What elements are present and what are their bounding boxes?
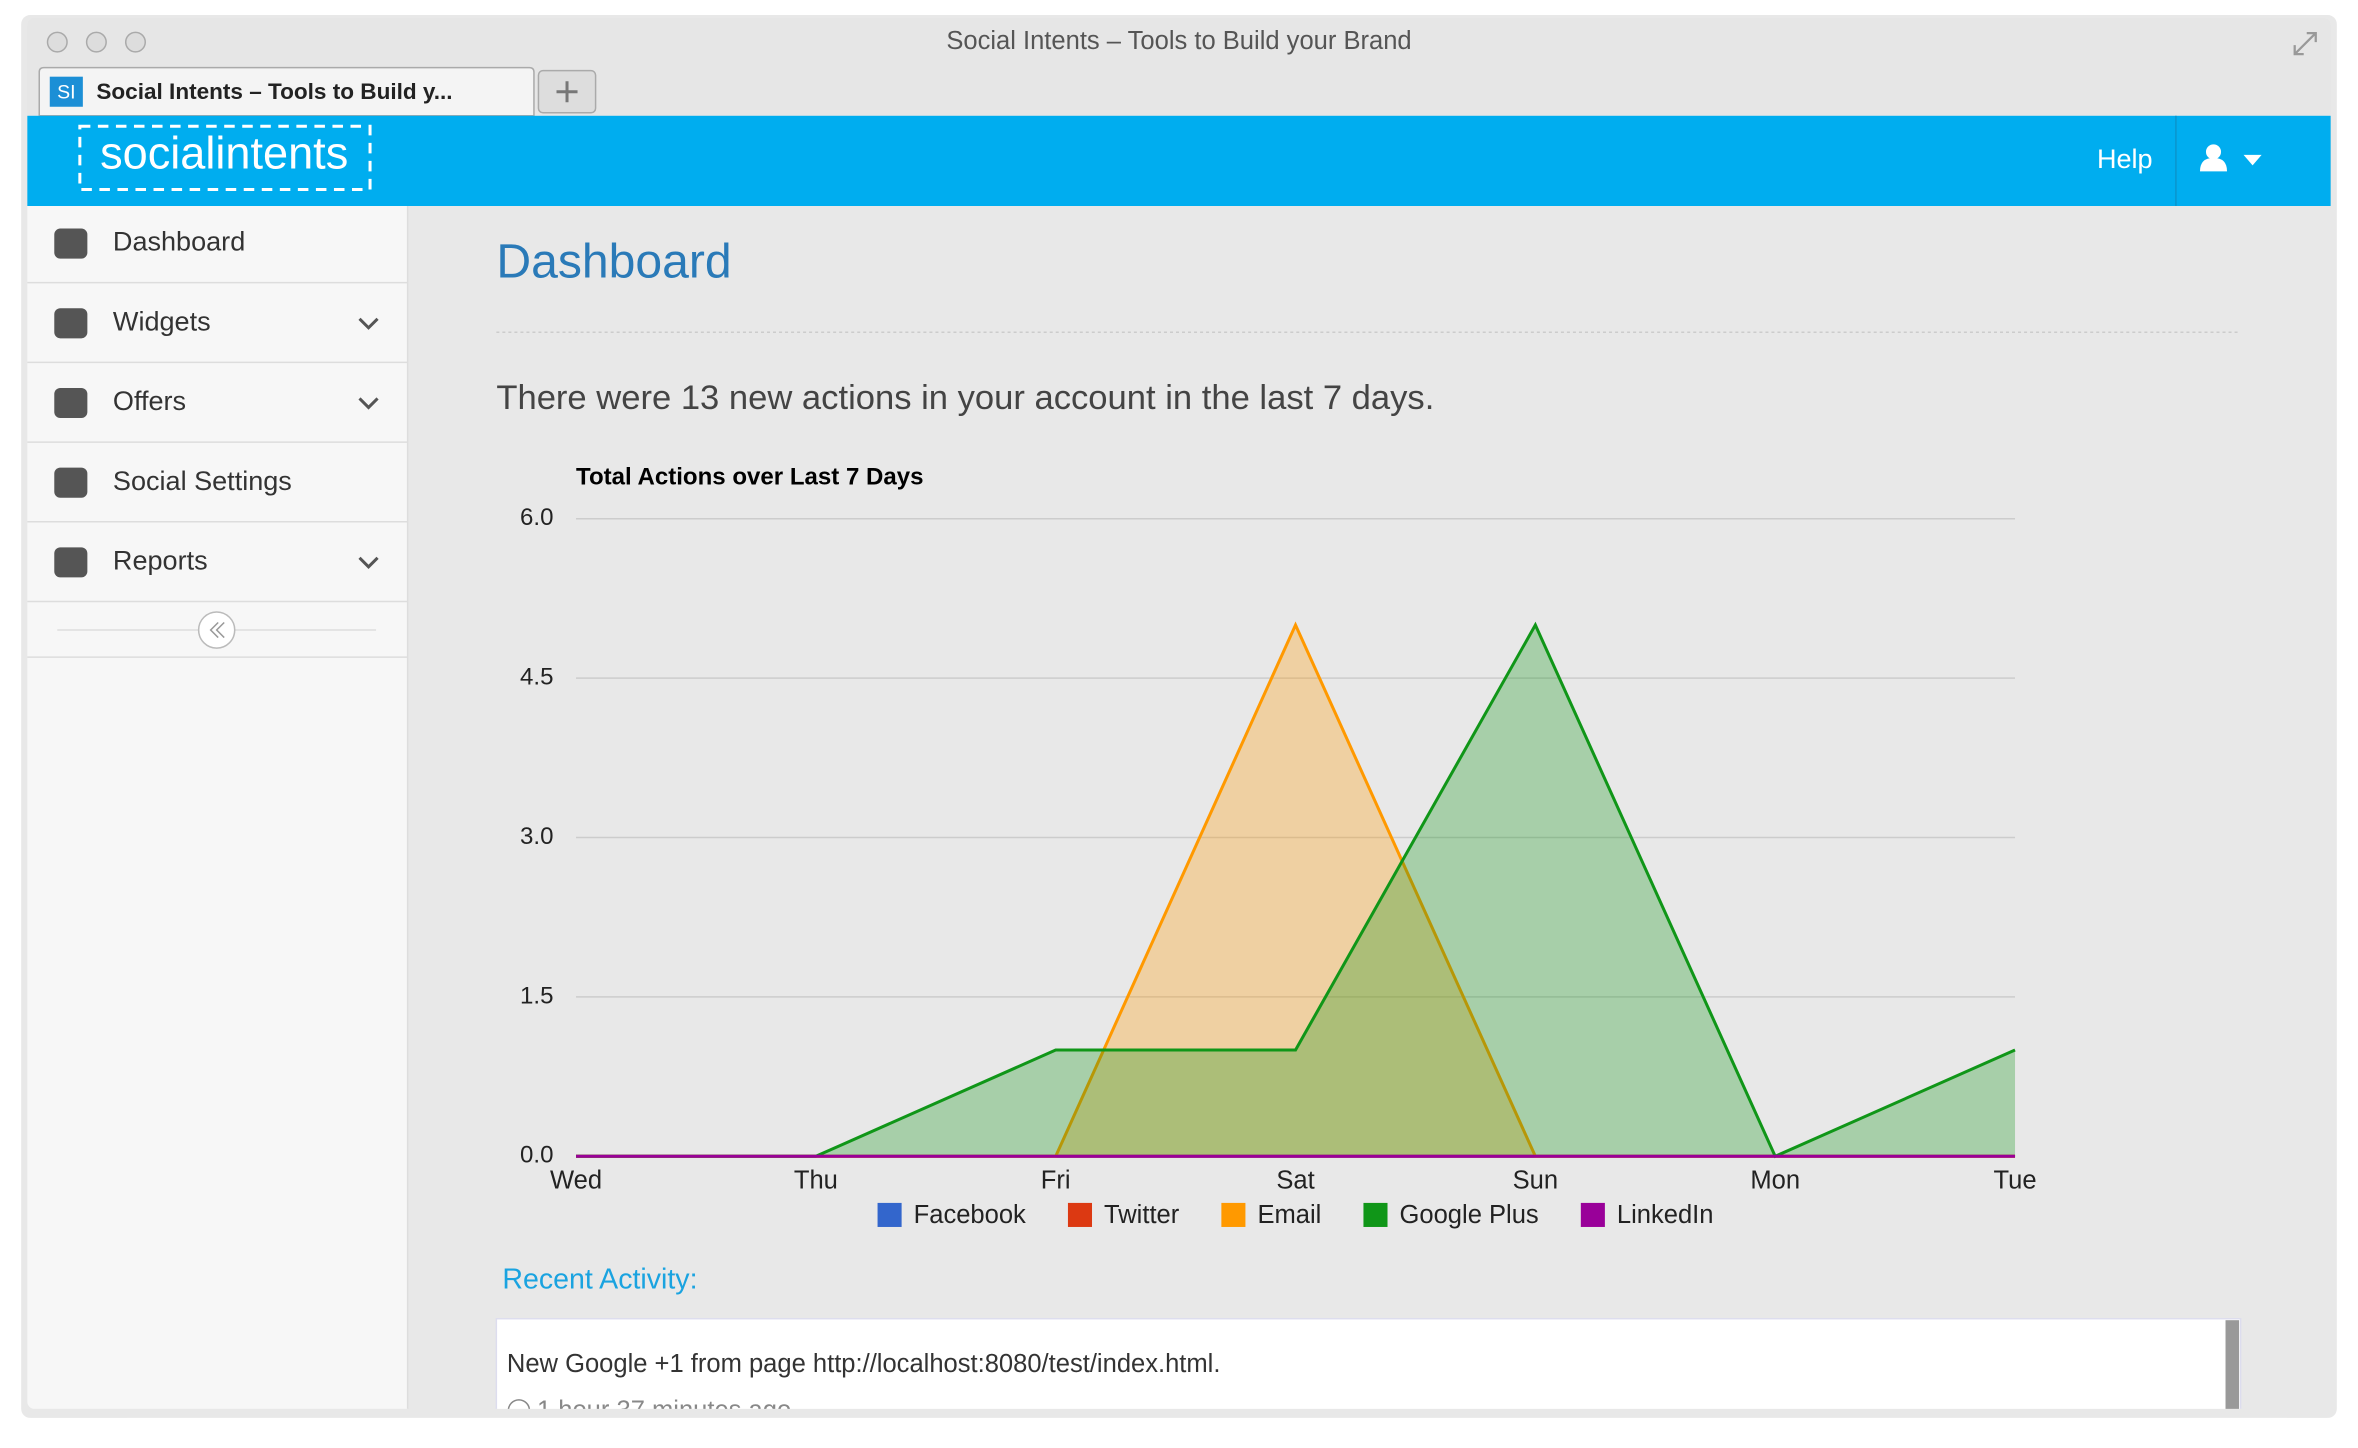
area-fill	[576, 625, 2016, 1157]
window-title: Social Intents – Tools to Build your Bra…	[946, 27, 1411, 55]
scrollbar[interactable]	[2225, 1320, 2240, 1410]
tab-title[interactable]: Social Intents – Tools to Build y...	[96, 79, 452, 104]
y-tick-label: 4.5	[520, 663, 553, 690]
y-tick-label: 6.0	[520, 504, 553, 531]
summary: There were 13 new actions in your accoun…	[496, 379, 1434, 417]
legend-swatch	[1580, 1202, 1605, 1227]
sidebar-label: Social Settings	[113, 466, 292, 496]
x-tick-label: Fri	[1041, 1167, 1071, 1195]
zoom-button[interactable]	[124, 31, 147, 53]
sidebar-label: Reports	[113, 545, 208, 575]
fullscreen-button[interactable]	[2293, 31, 2317, 56]
x-tick-label: Mon	[1750, 1167, 1800, 1195]
sidebar-item[interactable]: Reports	[27, 545, 408, 603]
chevron	[358, 556, 379, 569]
sidebar-icon	[54, 228, 88, 259]
clock-icon	[507, 1399, 531, 1409]
sidebar-label: Dashboard	[113, 227, 245, 257]
activity-time: 1 hour 37 minutes ago	[537, 1397, 791, 1425]
help-link[interactable]: Help	[2097, 144, 2153, 174]
x-tick-label: Sun	[1513, 1167, 1558, 1195]
window-shadow	[21, 15, 2337, 1418]
legend: Facebook Twitter Email Google Plus LinkedIn	[877, 1201, 1714, 1229]
sidebar	[27, 205, 408, 1409]
logo-frame	[78, 124, 372, 191]
close-button[interactable]	[46, 31, 68, 53]
chevron	[358, 397, 379, 410]
activity-text: New Google +1 from page http://localhost…	[507, 1350, 1221, 1378]
logo[interactable]: socialintents	[100, 127, 348, 178]
legend-label: Google Plus	[1400, 1201, 1539, 1229]
legend-swatch	[1067, 1202, 1093, 1227]
sidebar-item[interactable]: Social Settings	[27, 466, 408, 523]
sidebar-label: Widgets	[113, 306, 211, 336]
sidebar-item[interactable]: Dashboard	[27, 227, 408, 284]
sidebar-item[interactable]: Widgets	[27, 306, 408, 364]
legend-label: Email	[1257, 1201, 1321, 1229]
y-tick-label: 0.0	[520, 1142, 553, 1169]
sidebar-item[interactable]: Offers	[27, 386, 408, 443]
y-tick-label: 3.0	[520, 823, 553, 850]
x-tick-label: Sat	[1276, 1167, 1314, 1195]
recent-title: Recent Activity:	[502, 1264, 697, 1296]
legend-swatch	[1221, 1202, 1246, 1227]
sidebar-icon	[54, 387, 88, 419]
legend-swatch	[1363, 1202, 1388, 1227]
minimize-button[interactable]	[85, 31, 107, 53]
page-heading: Dashboard	[496, 234, 731, 288]
chart-title: Total Actions over Last 7 Days	[576, 464, 923, 491]
sidebar-icon	[54, 547, 88, 578]
tab[interactable]	[38, 66, 535, 117]
x-tick-label: Wed	[550, 1167, 602, 1195]
x-tick-label: Thu	[794, 1167, 838, 1195]
plus-icon	[556, 81, 578, 103]
legend-label: LinkedIn	[1617, 1201, 1714, 1229]
activity-box	[495, 1317, 2242, 1409]
legend-label: Twitter	[1104, 1201, 1180, 1229]
y-tick-label: 1.5	[520, 982, 553, 1009]
x-tick-label: Tue	[1993, 1167, 2036, 1195]
sidebar-label: Offers	[113, 386, 186, 416]
sidebar-icon	[54, 308, 88, 339]
collapse-icon	[209, 621, 225, 639]
top-nav	[27, 115, 2331, 206]
tab-icon	[49, 76, 83, 107]
chevron	[358, 317, 379, 330]
tab-icon-text: SI	[57, 81, 75, 103]
user-menu[interactable]	[2199, 144, 2262, 172]
legend-swatch	[877, 1202, 902, 1227]
legend-label: Facebook	[914, 1201, 1026, 1229]
sidebar-icon	[54, 467, 88, 498]
area-fill	[576, 625, 2016, 1157]
